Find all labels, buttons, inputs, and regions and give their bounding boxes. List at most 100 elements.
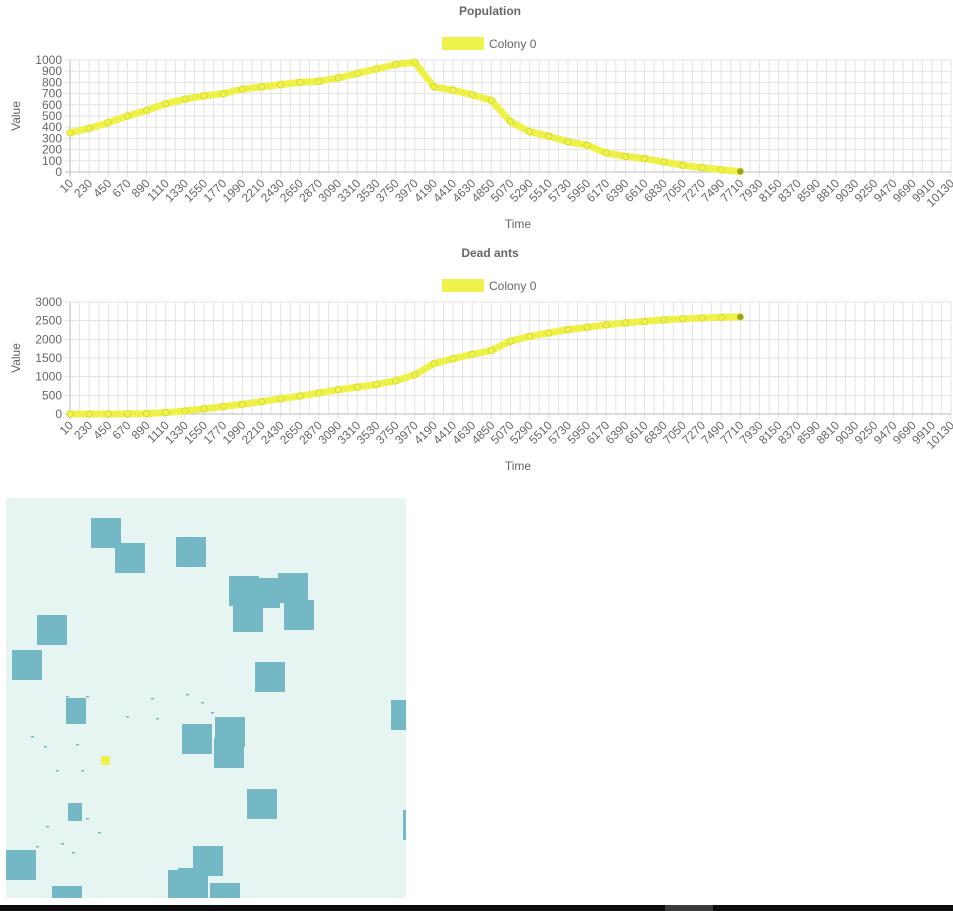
data-point — [66, 129, 74, 137]
obstacle-block — [284, 600, 314, 630]
dead-ants-chart: Dead ants Colony 0 0 500 1000 1500 2000 2500 300… — [0, 242, 953, 482]
obstacle-block — [6, 850, 36, 880]
trail-speck — [66, 696, 69, 698]
data-point — [545, 329, 553, 337]
y-tick-label: 900 — [42, 64, 62, 78]
data-point — [679, 161, 687, 169]
obstacle-block — [210, 883, 240, 898]
trail-speck — [156, 718, 159, 720]
trail-speck — [186, 694, 189, 696]
data-point — [679, 315, 687, 323]
y-tick-label: 800 — [42, 75, 62, 89]
data-point — [123, 410, 132, 418]
obstacle-block — [66, 698, 86, 724]
y-tick-label: 0 — [55, 165, 62, 179]
colony-nest — [101, 756, 110, 765]
y-axis-label: Value — [9, 101, 23, 131]
legend-swatch — [442, 37, 484, 50]
data-point — [85, 410, 93, 418]
data-point — [506, 118, 515, 126]
trail-speck — [31, 736, 34, 738]
y-tick-label: 1000 — [35, 370, 62, 384]
data-point — [296, 392, 304, 400]
data-point — [219, 90, 227, 98]
trail-speck — [86, 696, 89, 698]
data-point — [162, 408, 170, 417]
data-point — [257, 398, 266, 406]
chart-title: Dead ants — [461, 246, 519, 260]
legend-swatch — [442, 279, 484, 292]
data-point — [219, 402, 227, 411]
y-tick-label: 3000 — [35, 295, 62, 309]
data-point — [181, 95, 189, 103]
data-point — [526, 332, 534, 340]
trail-speck — [98, 832, 101, 834]
y-tick-label: 300 — [42, 131, 62, 145]
data-point — [104, 410, 112, 418]
simulation-canvas[interactable] — [6, 498, 406, 898]
trail-speck — [46, 826, 49, 828]
trail-speck — [44, 746, 47, 748]
obstacle-block — [255, 662, 285, 692]
data-point — [621, 319, 630, 327]
data-point — [334, 386, 342, 394]
dead-ants-chart-svg: Dead ants Colony 0 0 500 1000 1500 2000 2500 300… — [9, 246, 953, 473]
data-point — [717, 166, 725, 174]
data-point — [391, 377, 400, 385]
data-point — [506, 337, 515, 345]
data-point — [583, 323, 591, 331]
data-point — [430, 83, 438, 91]
data-point — [660, 158, 668, 166]
data-point — [449, 86, 457, 94]
y-tick-label: 100 — [42, 154, 62, 168]
data-point — [257, 83, 266, 91]
y-tick-label: 500 — [42, 109, 62, 123]
x-axis-label: Time — [505, 459, 532, 473]
data-point — [277, 395, 285, 403]
obstacle-block — [37, 615, 67, 645]
last-data-point — [737, 168, 744, 175]
data-point — [162, 100, 170, 108]
trail-speck — [61, 843, 64, 845]
data-point — [372, 65, 381, 73]
trail-speck — [201, 702, 204, 704]
obstacle-block — [403, 810, 406, 840]
data-point — [583, 141, 591, 149]
data-point — [296, 78, 304, 87]
legend-label: Colony 0 — [489, 279, 537, 293]
obstacle-block — [233, 602, 263, 632]
obstacle-block — [182, 724, 212, 754]
data-point — [487, 96, 495, 104]
data-point — [698, 163, 706, 172]
data-point — [181, 407, 189, 415]
data-point — [200, 92, 208, 100]
data-point — [200, 405, 208, 413]
y-tick-label: 400 — [42, 120, 62, 134]
trail-speck — [36, 846, 39, 848]
data-point — [526, 128, 534, 136]
trail-speck — [86, 818, 89, 820]
data-point — [123, 112, 132, 120]
data-point — [372, 380, 381, 389]
y-tick-label: 700 — [42, 87, 62, 101]
taskbar-tab[interactable] — [665, 905, 713, 911]
obstacle-block — [168, 870, 188, 898]
data-point — [238, 400, 246, 408]
obstacle-block — [12, 650, 42, 680]
data-point — [391, 60, 400, 69]
data-point — [449, 355, 457, 363]
obstacle-block — [176, 537, 206, 567]
data-point — [143, 410, 151, 418]
obstacle-block — [115, 543, 145, 573]
y-axis-label: Value — [9, 343, 23, 373]
data-point — [430, 360, 438, 368]
obstacle-block — [278, 573, 308, 603]
y-tick-label: 1500 — [35, 351, 62, 365]
data-point — [602, 149, 610, 157]
data-point — [104, 119, 112, 127]
trail-speck — [81, 770, 84, 772]
data-point — [315, 389, 323, 397]
data-point — [66, 410, 74, 418]
y-tick-label: 2500 — [35, 314, 62, 328]
trail-speck — [72, 852, 75, 854]
